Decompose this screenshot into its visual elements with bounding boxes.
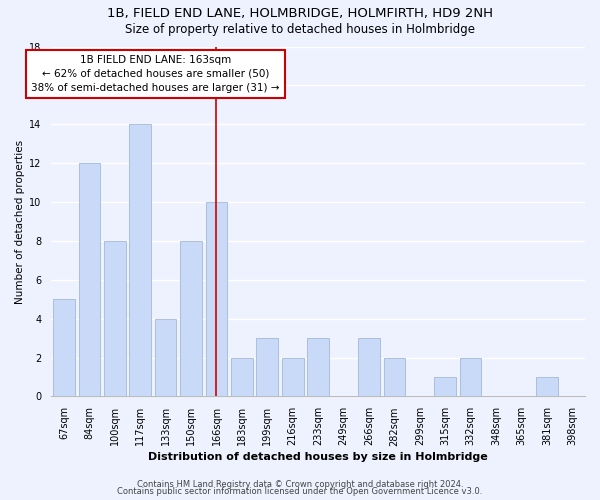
Bar [231, 358, 253, 397]
Bar [358, 338, 380, 396]
Text: Contains HM Land Registry data © Crown copyright and database right 2024.: Contains HM Land Registry data © Crown c… [137, 480, 463, 489]
Bar [180, 241, 202, 396]
Bar [53, 299, 75, 396]
Bar [383, 358, 405, 397]
X-axis label: Distribution of detached houses by size in Holmbridge: Distribution of detached houses by size … [148, 452, 488, 462]
Bar [155, 318, 176, 396]
Bar [282, 358, 304, 397]
Bar [256, 338, 278, 396]
Text: Contains public sector information licensed under the Open Government Licence v3: Contains public sector information licen… [118, 487, 482, 496]
Bar [434, 377, 456, 396]
Text: 1B, FIELD END LANE, HOLMBRIDGE, HOLMFIRTH, HD9 2NH: 1B, FIELD END LANE, HOLMBRIDGE, HOLMFIRT… [107, 8, 493, 20]
Y-axis label: Number of detached properties: Number of detached properties [15, 140, 25, 304]
Bar [536, 377, 557, 396]
Bar [307, 338, 329, 396]
Bar [130, 124, 151, 396]
Text: Size of property relative to detached houses in Holmbridge: Size of property relative to detached ho… [125, 22, 475, 36]
Text: 1B FIELD END LANE: 163sqm
← 62% of detached houses are smaller (50)
38% of semi-: 1B FIELD END LANE: 163sqm ← 62% of detac… [31, 54, 280, 92]
Bar [206, 202, 227, 396]
Bar [79, 163, 100, 396]
Bar [460, 358, 481, 397]
Bar [104, 241, 125, 396]
